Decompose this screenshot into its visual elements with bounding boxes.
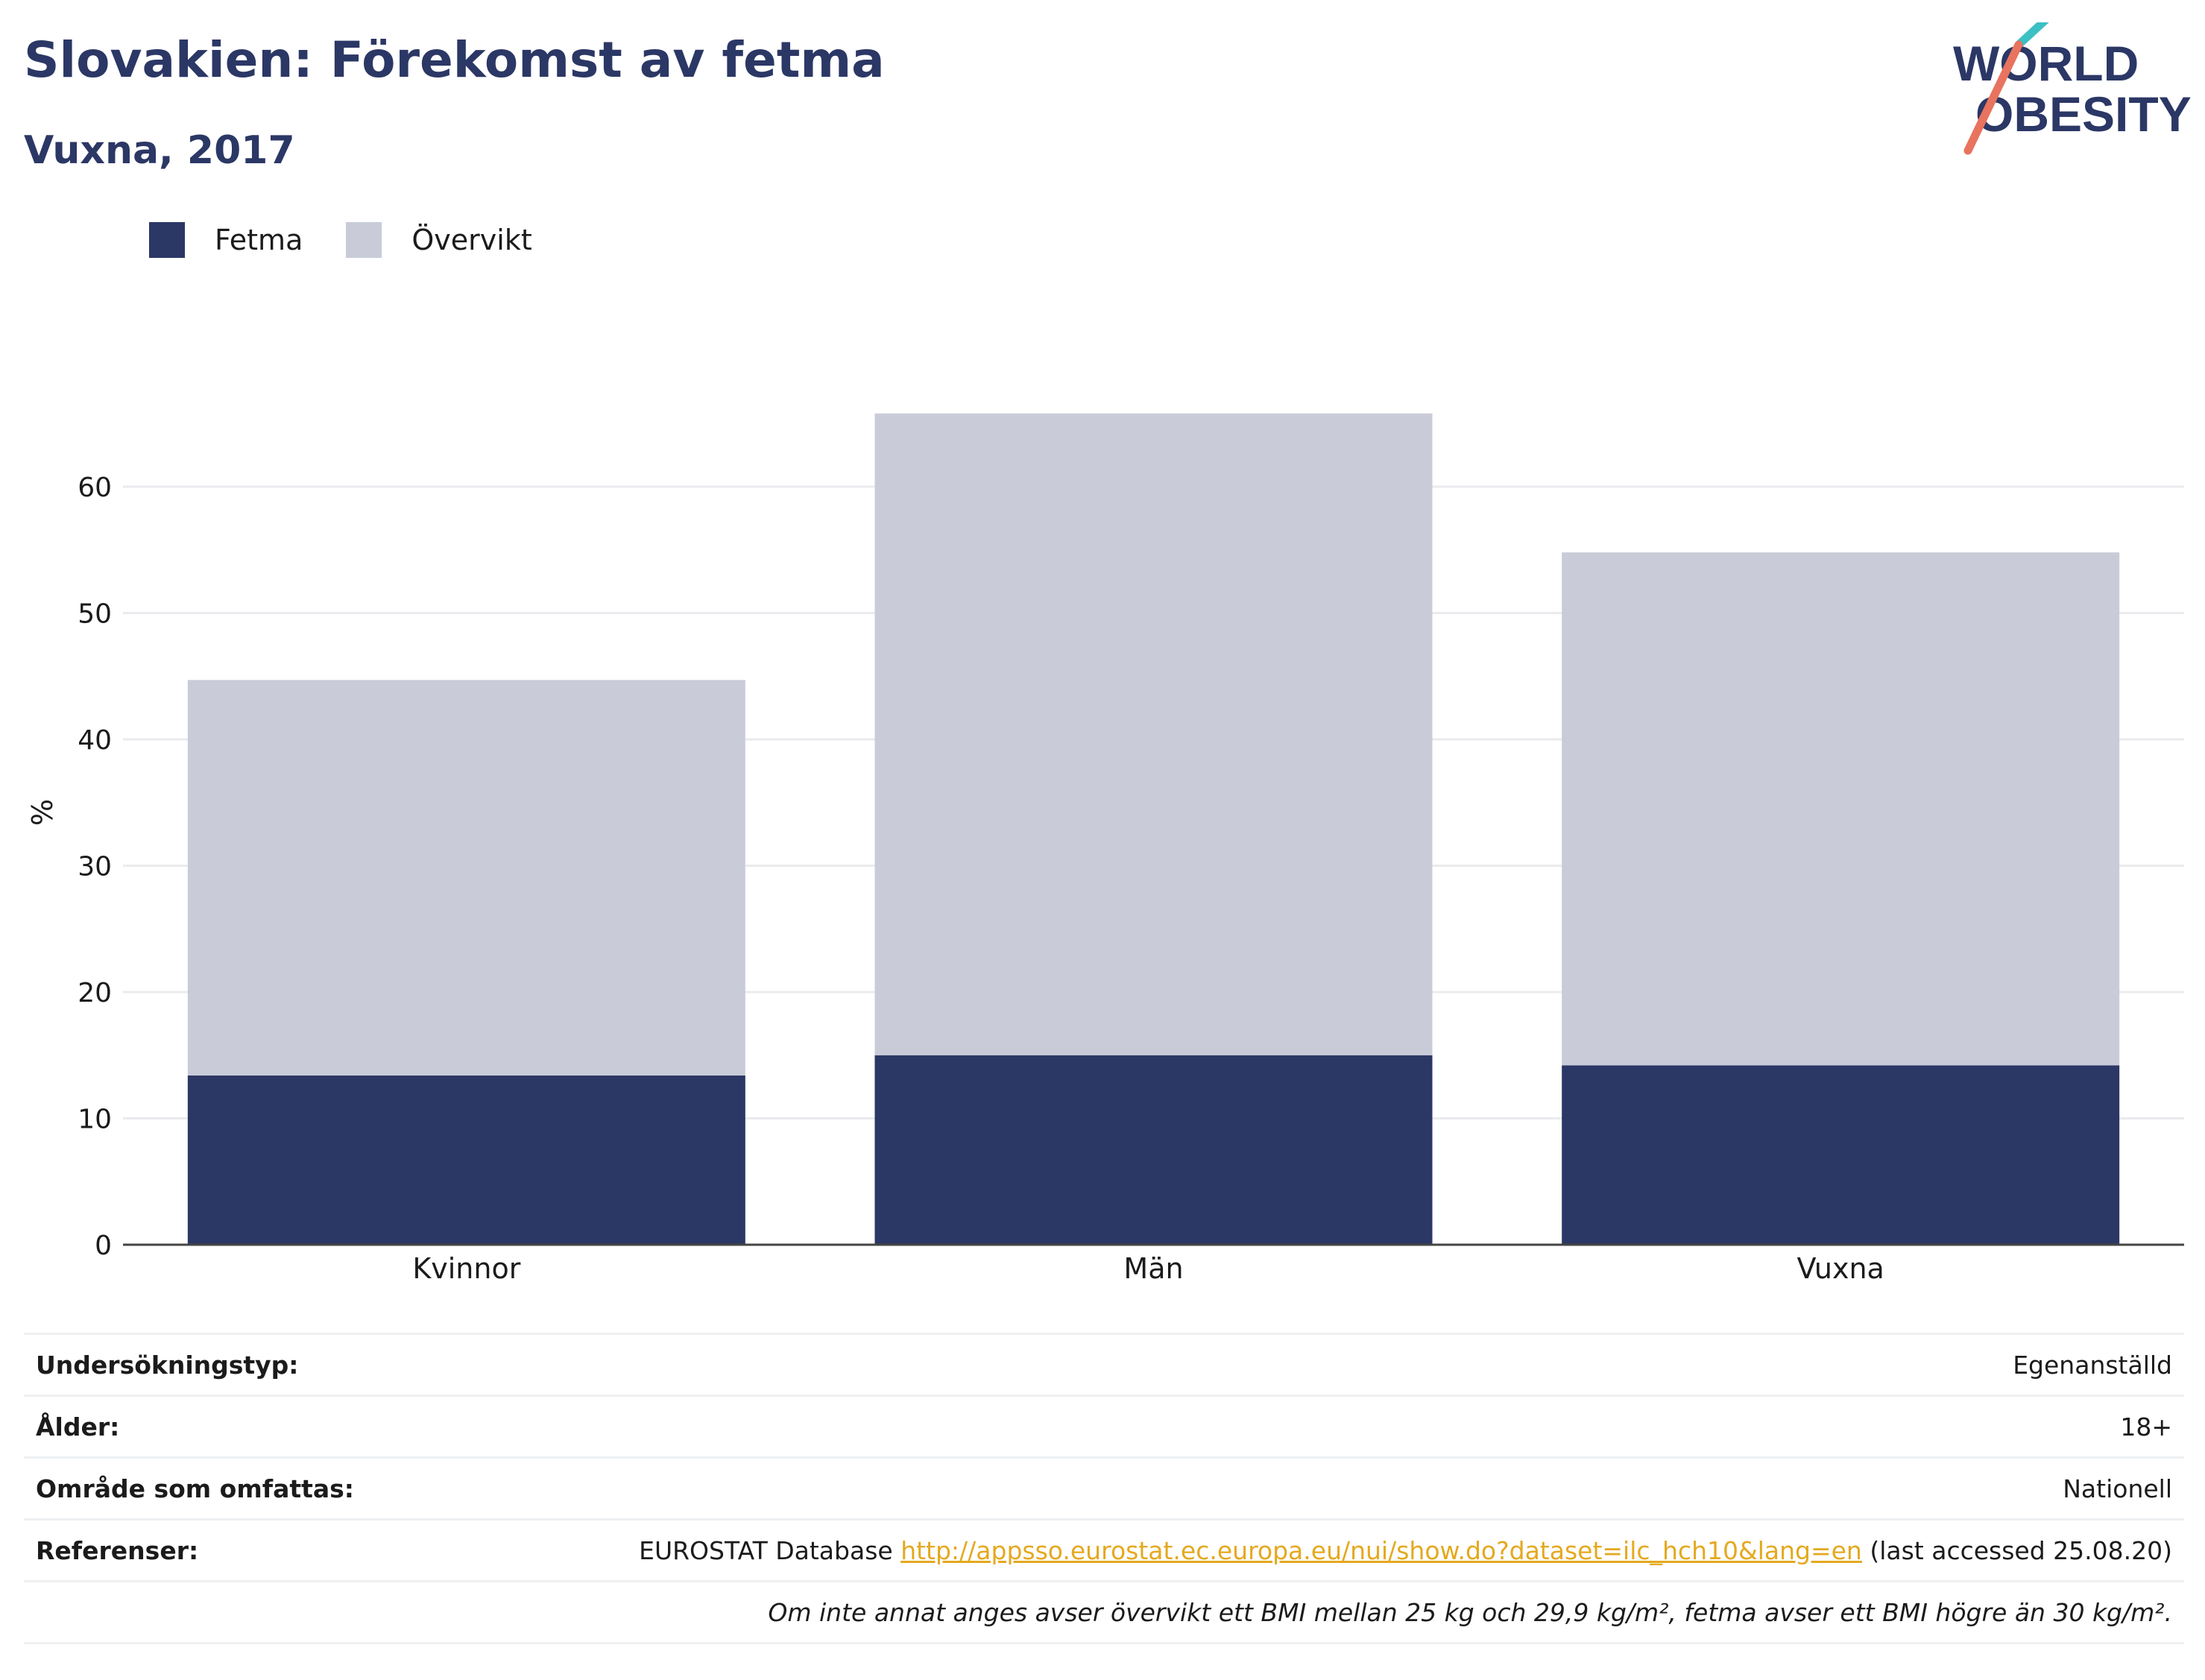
logo-line1: WORLD — [1953, 36, 2139, 91]
chart-title: Slovakien: Förekomst av fetma — [24, 31, 885, 89]
chart-legend: Fetma Övervikt — [149, 222, 575, 258]
legend-swatch-fetma — [149, 222, 185, 258]
age-label: Ålder: — [36, 1412, 120, 1441]
x-tick-label: Män — [1123, 1252, 1183, 1285]
axes: 0 10 20 30 40 50 60% Kvinnor Män Vuxna — [26, 473, 2184, 1285]
age-value: 18+ — [2120, 1412, 2172, 1441]
bar-overvikt-män[interactable] — [874, 413, 1433, 1055]
y-tick-label: 60 — [78, 473, 112, 503]
references-value: EUROSTAT Database http://appsso.eurostat… — [413, 1520, 2184, 1582]
logo-slash-coral — [1963, 40, 2023, 155]
y-tick-label: 10 — [78, 1105, 112, 1135]
logo-slash-teal — [2014, 22, 2049, 49]
y-axis-title: % — [26, 799, 59, 826]
info-row-area: Område som omfattas: Nationell — [24, 1457, 2184, 1520]
references-link[interactable]: http://appsso.eurostat.ec.europa.eu/nui/… — [900, 1535, 1862, 1565]
bar-fetma-kvinnor[interactable] — [187, 1075, 745, 1245]
bar-chart: 0 10 20 30 40 50 60% Kvinnor Män Vuxna — [26, 413, 2184, 1285]
legend-item-overvikt[interactable]: Övervikt — [346, 222, 532, 258]
references-suffix: (last accessed 25.08.20) — [1861, 1535, 2172, 1565]
y-tick-label: 20 — [78, 978, 112, 1008]
legend-label-overvikt: Övervikt — [411, 224, 532, 256]
bar-fetma-män[interactable] — [874, 1055, 1433, 1245]
y-tick-label: 50 — [78, 599, 112, 630]
bars — [187, 413, 2120, 1245]
bar-overvikt-kvinnor[interactable] — [187, 680, 745, 1076]
bmi-note: Om inte annat anges avser övervikt ett B… — [768, 1597, 2172, 1627]
info-table: Undersökningstyp: Egenanställd Ålder: 18… — [24, 1333, 2184, 1644]
legend-item-fetma[interactable]: Fetma — [149, 222, 303, 258]
references-label: Referenser: — [36, 1535, 199, 1565]
survey-type-label: Undersökningstyp: — [36, 1350, 299, 1380]
chart-subtitle: Vuxna, 2017 — [24, 128, 295, 173]
legend-swatch-overvikt — [346, 222, 382, 258]
area-label: Område som omfattas: — [36, 1474, 355, 1503]
world-obesity-logo: WORLD OBESITY — [1953, 22, 2192, 155]
area-value: Nationell — [2063, 1474, 2172, 1503]
y-tick-label: 40 — [78, 725, 112, 756]
bar-fetma-vuxna[interactable] — [1562, 1065, 2120, 1245]
y-tick-label: 30 — [78, 852, 112, 882]
bar-overvikt-vuxna[interactable] — [1562, 552, 2120, 1066]
info-row-references: Referenser: EUROSTAT Database http://app… — [24, 1519, 2184, 1582]
y-tick-label: 0 — [95, 1231, 112, 1261]
info-row-survey: Undersökningstyp: Egenanställd — [24, 1333, 2184, 1396]
logo-line2: OBESITY — [1975, 86, 2192, 142]
info-row-age: Ålder: 18+ — [24, 1395, 2184, 1458]
x-tick-label: Kvinnor — [412, 1252, 520, 1285]
info-row-note: Om inte annat anges avser övervikt ett B… — [24, 1581, 2184, 1643]
legend-label-fetma: Fetma — [215, 224, 303, 256]
survey-type-value: Egenanställd — [2013, 1350, 2172, 1380]
x-tick-label: Vuxna — [1797, 1252, 1884, 1285]
references-prefix: EUROSTAT Database — [639, 1535, 901, 1565]
